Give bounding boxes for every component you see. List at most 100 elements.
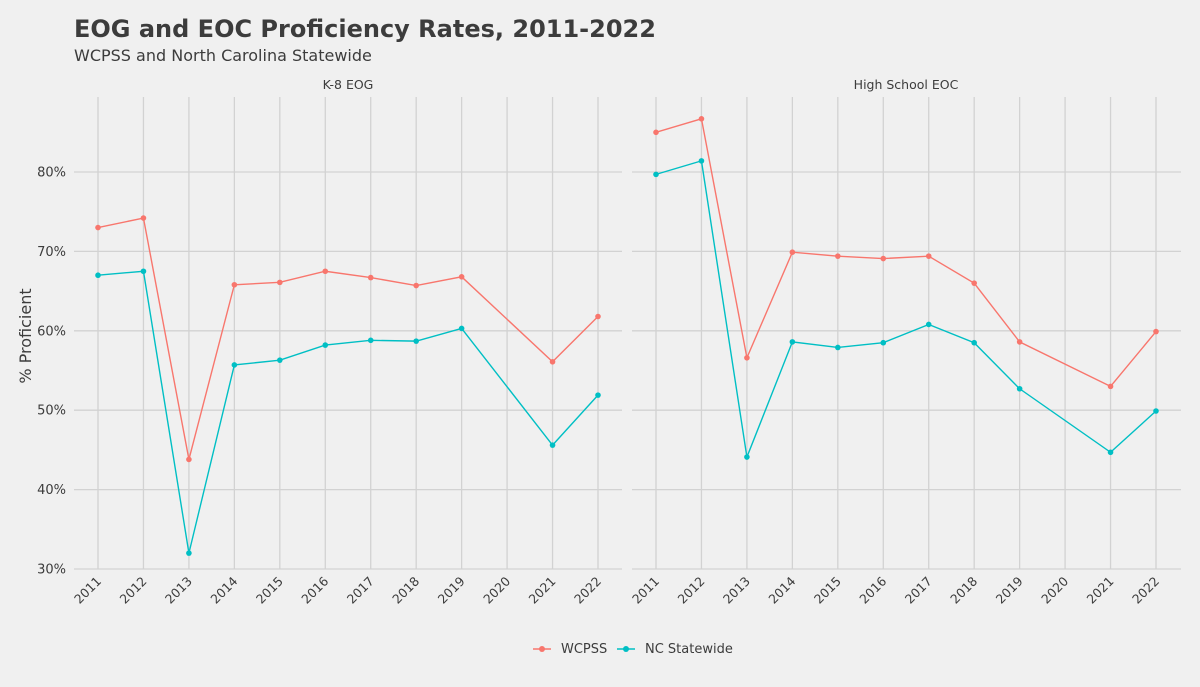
y-axis-ticks: 30% 40% 50% 60% 70% 80% bbox=[37, 166, 66, 578]
grid bbox=[632, 97, 1181, 570]
x-tick-label: 2019 bbox=[435, 573, 468, 606]
x-axis-ticks: 2011 2012 2013 2014 2015 2016 2017 2018 2019 2020… bbox=[629, 573, 1162, 606]
x-tick-label: 2022 bbox=[1129, 574, 1162, 607]
data-point-nc-statewide[interactable] bbox=[367, 337, 374, 344]
data-point-nc-statewide[interactable] bbox=[925, 321, 932, 328]
data-point-wcpss[interactable] bbox=[880, 255, 887, 262]
y-tick-label: 30% bbox=[37, 563, 66, 578]
data-point-nc-statewide[interactable] bbox=[1153, 408, 1159, 414]
data-point-wcpss[interactable] bbox=[277, 279, 283, 286]
series-group bbox=[95, 215, 601, 556]
legend-label-nc-statewide: NC Statewide bbox=[645, 642, 733, 657]
data-point-nc-statewide[interactable] bbox=[231, 362, 238, 368]
data-point-nc-statewide[interactable] bbox=[744, 454, 750, 460]
y-tick-label: 60% bbox=[37, 324, 66, 339]
y-tick-label: 50% bbox=[37, 404, 66, 419]
y-axis-label: % Proficient bbox=[16, 288, 35, 383]
data-point-nc-statewide[interactable] bbox=[458, 325, 465, 332]
legend-label-wcpss: WCPSS bbox=[561, 642, 607, 657]
data-point-nc-statewide[interactable] bbox=[140, 268, 147, 275]
x-tick-label: 2014 bbox=[765, 573, 798, 606]
x-tick-label: 2020 bbox=[1038, 573, 1071, 606]
data-point-wcpss[interactable] bbox=[698, 116, 705, 122]
series-line-nc-statewide bbox=[655, 159, 1157, 460]
data-point-wcpss[interactable] bbox=[186, 456, 192, 463]
x-tick-label: 2012 bbox=[116, 574, 149, 607]
x-tick-label: 2020 bbox=[480, 573, 513, 606]
x-tick-label: 2021 bbox=[526, 574, 559, 607]
x-tick-label: 2011 bbox=[629, 574, 662, 607]
x-tick-label: 2016 bbox=[856, 573, 889, 606]
x-tick-label: 2021 bbox=[1084, 574, 1117, 607]
x-tick-label: 2022 bbox=[571, 574, 604, 607]
data-point-wcpss[interactable] bbox=[835, 253, 841, 259]
panel-high-school-eoc: High School EOC 2011 2012 2013 2014 2015 2016… bbox=[629, 77, 1181, 607]
data-point-wcpss[interactable] bbox=[322, 268, 329, 275]
data-point-nc-statewide[interactable] bbox=[413, 338, 419, 344]
data-point-wcpss[interactable] bbox=[140, 215, 147, 221]
data-point-nc-statewide[interactable] bbox=[1016, 385, 1023, 392]
data-point-wcpss[interactable] bbox=[367, 274, 374, 281]
x-tick-label: 2017 bbox=[344, 574, 377, 607]
data-point-nc-statewide[interactable] bbox=[549, 442, 556, 448]
data-point-wcpss[interactable] bbox=[925, 253, 932, 259]
y-tick-label: 70% bbox=[37, 245, 66, 260]
data-point-wcpss[interactable] bbox=[971, 280, 977, 286]
data-point-wcpss[interactable] bbox=[744, 354, 750, 361]
data-point-nc-statewide[interactable] bbox=[186, 550, 192, 556]
chart-title: EOG and EOC Proficiency Rates, 2011-2022 bbox=[74, 15, 656, 43]
data-point-nc-statewide[interactable] bbox=[653, 171, 659, 178]
x-tick-label: 2019 bbox=[993, 573, 1026, 606]
series-line-nc-statewide bbox=[97, 270, 599, 554]
y-tick-label: 40% bbox=[37, 483, 66, 498]
x-tick-label: 2018 bbox=[389, 573, 422, 606]
y-tick-label: 80% bbox=[37, 166, 66, 181]
legend-item-nc-statewide[interactable]: NC Statewide bbox=[617, 642, 733, 657]
x-tick-label: 2016 bbox=[298, 573, 331, 606]
data-point-nc-statewide[interactable] bbox=[1107, 449, 1114, 456]
data-point-wcpss[interactable] bbox=[95, 224, 101, 231]
x-tick-label: 2018 bbox=[947, 573, 980, 606]
series-line-wcpss bbox=[655, 117, 1157, 388]
data-point-wcpss[interactable] bbox=[789, 249, 796, 255]
x-tick-label: 2011 bbox=[71, 574, 104, 607]
panel-title: K-8 EOG bbox=[323, 77, 374, 92]
data-point-nc-statewide[interactable] bbox=[835, 344, 841, 351]
data-point-nc-statewide[interactable] bbox=[880, 339, 887, 346]
x-axis-ticks: 2011 2012 2013 2014 2015 2016 2017 2018 2019 2020… bbox=[71, 573, 604, 606]
data-point-wcpss[interactable] bbox=[1016, 339, 1023, 345]
data-point-nc-statewide[interactable] bbox=[698, 158, 705, 164]
data-point-wcpss[interactable] bbox=[595, 313, 601, 320]
x-tick-label: 2015 bbox=[253, 574, 286, 607]
x-tick-label: 2012 bbox=[674, 574, 707, 607]
x-tick-label: 2013 bbox=[720, 574, 753, 607]
data-point-wcpss[interactable] bbox=[549, 358, 556, 365]
x-tick-label: 2014 bbox=[207, 573, 240, 606]
data-point-wcpss[interactable] bbox=[1153, 328, 1159, 335]
panel-k8-eog: K-8 EOG 30%40%50%60%70%80% 2011 2012 2013 2… bbox=[37, 77, 622, 607]
x-tick-label: 2013 bbox=[162, 574, 195, 607]
data-point-wcpss[interactable] bbox=[458, 274, 465, 280]
series-line-wcpss bbox=[97, 217, 599, 460]
data-point-nc-statewide[interactable] bbox=[277, 357, 283, 363]
legend-swatch-point bbox=[539, 646, 545, 652]
data-point-nc-statewide[interactable] bbox=[95, 272, 101, 279]
data-point-wcpss[interactable] bbox=[413, 282, 419, 289]
panel-title: High School EOC bbox=[854, 77, 959, 92]
series-group bbox=[653, 116, 1159, 460]
legend: WCPSS NC Statewide bbox=[533, 642, 733, 657]
data-point-wcpss[interactable] bbox=[1107, 383, 1114, 390]
legend-item-wcpss[interactable]: WCPSS bbox=[533, 642, 607, 657]
data-point-wcpss[interactable] bbox=[653, 129, 659, 136]
data-point-nc-statewide[interactable] bbox=[322, 342, 329, 348]
x-tick-label: 2015 bbox=[811, 574, 844, 607]
x-tick-label: 2017 bbox=[902, 574, 935, 607]
legend-swatch-point bbox=[623, 646, 629, 652]
data-point-nc-statewide[interactable] bbox=[595, 392, 601, 398]
data-point-wcpss[interactable] bbox=[231, 281, 238, 288]
chart-subtitle: WCPSS and North Carolina Statewide bbox=[74, 46, 372, 65]
grid bbox=[74, 97, 622, 570]
data-point-nc-statewide[interactable] bbox=[971, 339, 977, 346]
data-point-nc-statewide[interactable] bbox=[789, 339, 796, 345]
